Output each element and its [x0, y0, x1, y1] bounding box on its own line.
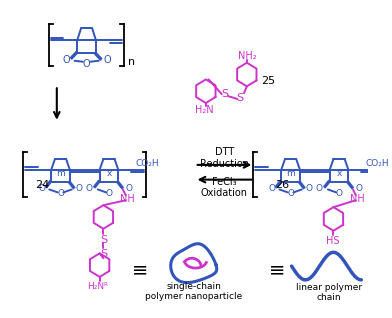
Text: S: S — [100, 249, 107, 259]
Text: H₂Nᴿ: H₂Nᴿ — [87, 282, 108, 291]
Text: O: O — [86, 184, 93, 193]
Text: 26: 26 — [275, 180, 289, 190]
Text: O: O — [355, 184, 362, 193]
Text: O: O — [76, 184, 83, 193]
Text: S: S — [221, 89, 228, 99]
Text: single-chain
polymer nanoparticle: single-chain polymer nanoparticle — [145, 282, 242, 301]
Text: O: O — [103, 55, 111, 65]
Text: O: O — [306, 184, 313, 193]
Text: 24: 24 — [35, 180, 50, 190]
Text: O: O — [83, 59, 91, 69]
Text: n: n — [128, 57, 135, 67]
Text: O: O — [336, 189, 343, 198]
Text: S: S — [100, 235, 107, 245]
Text: O: O — [269, 184, 276, 193]
Text: NH₂: NH₂ — [238, 51, 257, 61]
Text: O: O — [62, 55, 70, 65]
Text: O: O — [316, 184, 323, 193]
Text: CO₂H: CO₂H — [365, 159, 389, 169]
Text: m: m — [56, 169, 65, 178]
Text: 25: 25 — [261, 76, 275, 86]
Text: linear polymer
chain: linear polymer chain — [296, 283, 362, 302]
Text: S: S — [237, 93, 244, 103]
Text: O: O — [287, 189, 294, 198]
Text: O: O — [105, 189, 113, 198]
Text: HS: HS — [326, 236, 339, 245]
Text: O: O — [57, 189, 64, 198]
Text: ≡: ≡ — [269, 260, 286, 280]
Text: NH: NH — [350, 194, 365, 204]
Text: CO₂H: CO₂H — [135, 159, 159, 169]
Text: DTT
Reduction: DTT Reduction — [200, 147, 249, 169]
Text: FeCl₃
Oxidation: FeCl₃ Oxidation — [201, 177, 248, 198]
Text: ≡: ≡ — [132, 260, 149, 280]
Text: x: x — [336, 169, 342, 178]
Text: O: O — [38, 184, 45, 193]
Text: NH: NH — [120, 194, 135, 204]
Text: x: x — [106, 169, 112, 178]
Text: m: m — [286, 169, 295, 178]
Text: H₂N: H₂N — [195, 105, 213, 115]
Text: O: O — [125, 184, 132, 193]
